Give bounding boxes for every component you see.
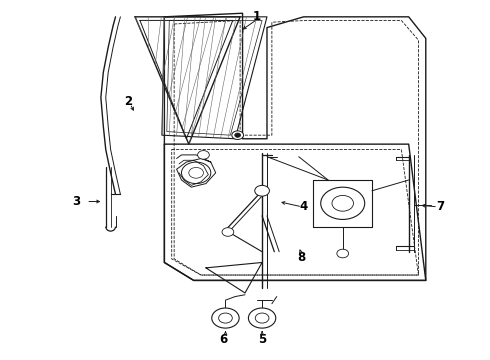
Text: 4: 4 xyxy=(299,201,308,213)
Text: 6: 6 xyxy=(219,333,227,346)
Text: 5: 5 xyxy=(258,333,266,346)
Text: 2: 2 xyxy=(123,95,132,108)
Circle shape xyxy=(255,313,269,323)
Text: 8: 8 xyxy=(297,251,305,264)
Circle shape xyxy=(337,249,348,258)
Circle shape xyxy=(212,308,239,328)
Text: 7: 7 xyxy=(437,201,444,213)
Circle shape xyxy=(219,313,232,323)
Circle shape xyxy=(235,133,241,137)
Circle shape xyxy=(232,131,244,139)
Circle shape xyxy=(255,185,270,196)
Circle shape xyxy=(248,308,276,328)
Circle shape xyxy=(222,228,234,236)
Circle shape xyxy=(197,150,209,159)
Text: 3: 3 xyxy=(73,195,80,208)
Text: 1: 1 xyxy=(253,10,261,23)
